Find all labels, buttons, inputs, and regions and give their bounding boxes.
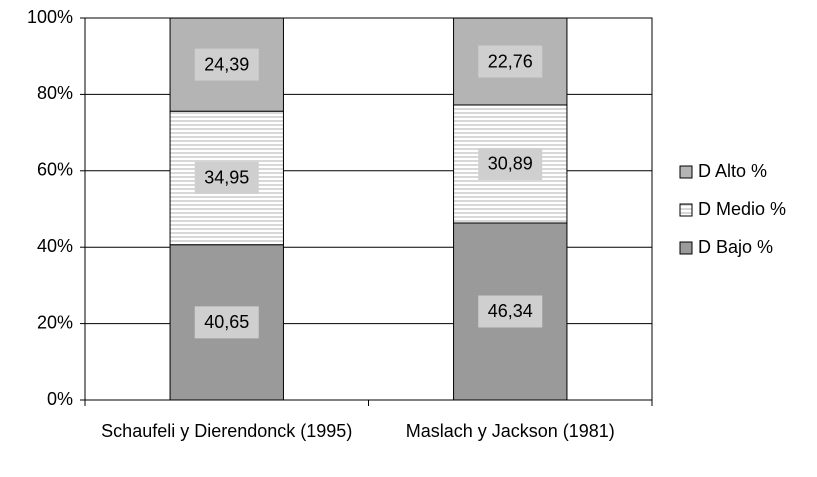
data-label-box <box>194 48 259 81</box>
legend-label: D Medio % <box>698 199 786 219</box>
x-tick-label: Maslach y Jackson (1981) <box>405 421 615 441</box>
legend-swatch <box>679 165 693 179</box>
bar-segment <box>453 104 568 224</box>
data-label-box <box>478 45 543 78</box>
data-label: 46,34 <box>488 301 533 321</box>
legend-label: D Bajo % <box>698 237 773 257</box>
y-tick-label: 100% <box>27 7 73 27</box>
legend-label: D Alto % <box>698 161 767 181</box>
data-label: 40,65 <box>204 312 249 332</box>
y-tick-label: 0% <box>47 389 73 409</box>
y-tick-label: 20% <box>37 312 73 332</box>
data-label-box <box>194 306 259 339</box>
y-tick-label: 40% <box>37 236 73 256</box>
y-tick-label: 60% <box>37 160 73 180</box>
data-label-box <box>478 147 543 180</box>
legend-swatch <box>679 241 693 255</box>
x-tick-label: Schaufeli y Dierendonck (1995) <box>101 421 353 441</box>
data-label: 34,95 <box>204 168 249 188</box>
data-label: 22,76 <box>488 51 533 71</box>
y-tick-label: 80% <box>37 83 73 103</box>
data-label: 24,39 <box>204 54 249 74</box>
data-label-box <box>194 161 259 194</box>
legend-swatch <box>679 203 693 217</box>
data-label: 30,89 <box>488 154 533 174</box>
data-label-box <box>478 295 543 328</box>
